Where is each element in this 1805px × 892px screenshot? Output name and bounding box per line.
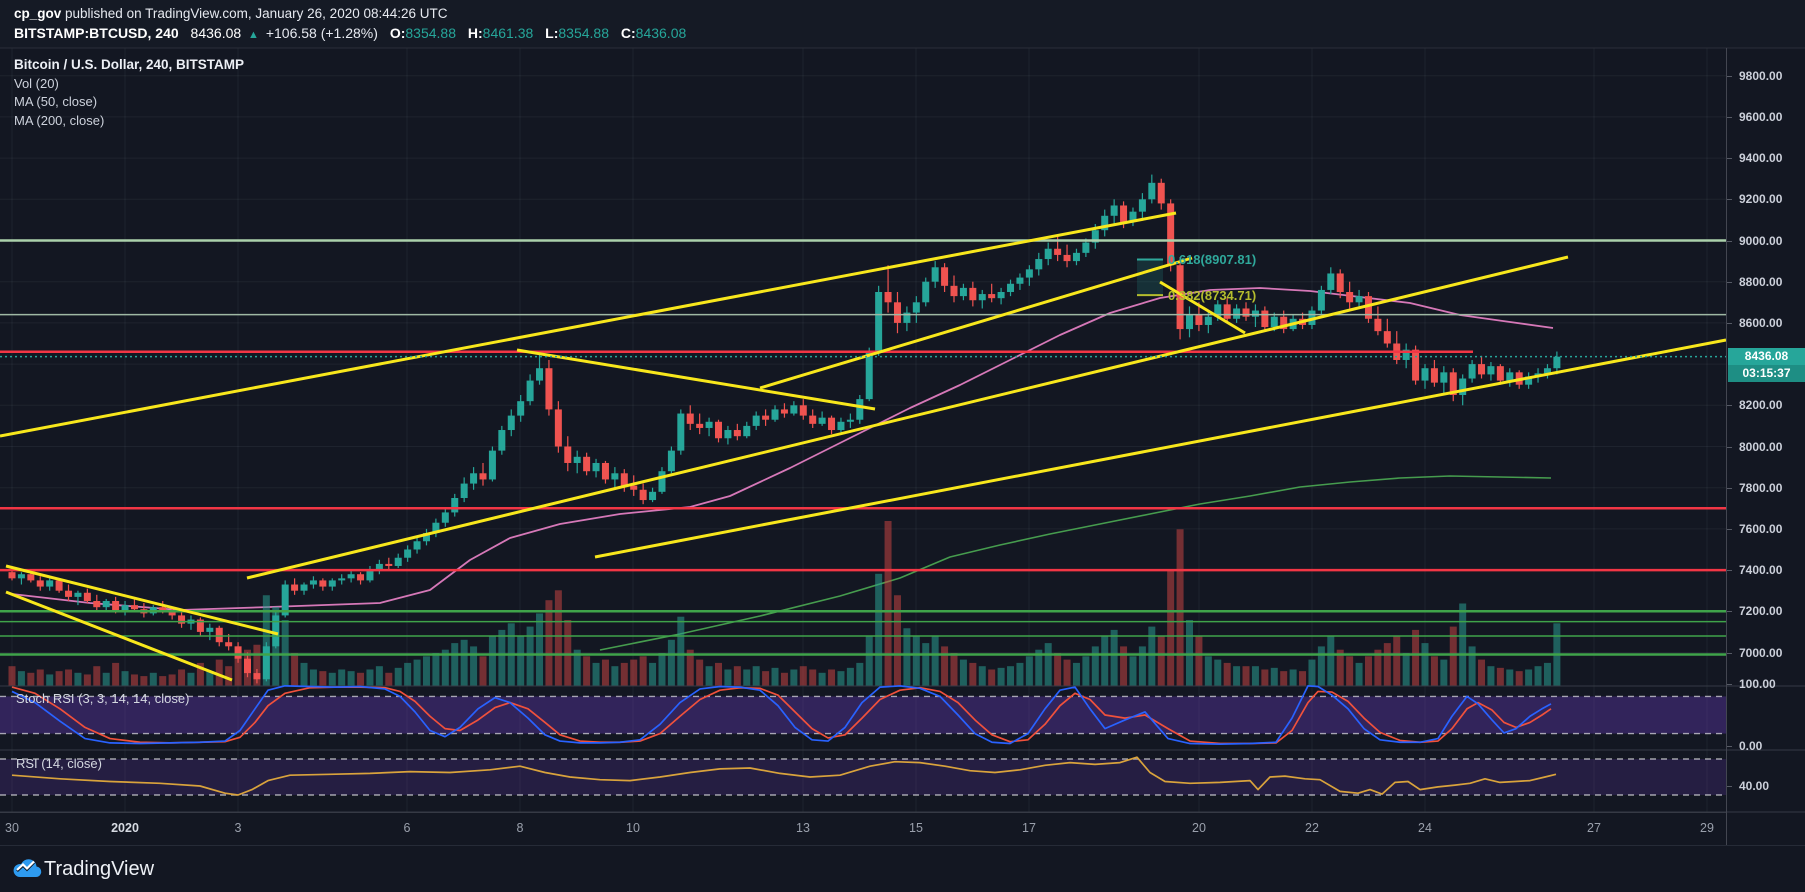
price-axis[interactable]: 9800.00 9600.00 9400.00 9200.00 9000.00 8800.… <box>1726 48 1805 845</box>
price-tick: 9400.00 <box>1739 151 1783 166</box>
price-change: +106.58 (+1.28%) <box>265 25 378 41</box>
tick-mark <box>1727 611 1732 613</box>
price-tick: 8600.00 <box>1739 315 1783 330</box>
chart-legend: Bitcoin / U.S. Dollar, 240, BITSTAMP Vol… <box>14 56 244 130</box>
open-label: O: <box>389 25 406 41</box>
author-name: cp_gov <box>14 6 62 21</box>
close-label: C: <box>620 25 636 41</box>
tick-mark <box>1727 199 1732 201</box>
price-tick: 9200.00 <box>1739 192 1783 207</box>
time-tick: 15 <box>909 821 923 835</box>
tick-mark <box>1727 746 1732 747</box>
tick-mark <box>1727 158 1732 160</box>
time-tick: 20 <box>1192 821 1206 835</box>
brand-name[interactable]: TradingView <box>44 858 155 880</box>
tick-mark <box>1727 322 1732 324</box>
price-tick: 7800.00 <box>1739 480 1783 495</box>
bar-countdown: 03:15:37 <box>1728 364 1805 382</box>
price-tick: 8000.00 <box>1739 439 1783 454</box>
price-tick: 9000.00 <box>1739 233 1783 248</box>
legend-ma200: MA (200, close) <box>14 112 105 128</box>
tick-mark <box>1727 786 1732 787</box>
price-tick: 7400.00 <box>1739 563 1783 578</box>
fib-0618-label: 0.618(8907.81) <box>1168 252 1257 267</box>
tick-mark <box>1727 570 1732 572</box>
high-value: 8461.38 <box>482 25 534 41</box>
time-tick: 29 <box>1700 821 1714 835</box>
time-axis[interactable]: 30 2020 3 6 8 10 13 15 17 20 22 24 27 29 <box>0 812 1726 846</box>
price-tick: 100.00 <box>1739 677 1776 691</box>
time-tick: 13 <box>796 821 810 835</box>
price-tick: 8800.00 <box>1739 274 1783 289</box>
tick-mark <box>1727 684 1732 685</box>
price-tick: 7600.00 <box>1739 521 1783 536</box>
tradingview-logo-icon[interactable] <box>12 857 42 881</box>
footer-bar: TradingView <box>0 845 1805 892</box>
time-tick: 30 <box>5 821 19 835</box>
tick-mark <box>1727 528 1732 530</box>
tick-mark <box>1727 240 1732 242</box>
stoch-rsi-label: Stoch RSI (3, 3, 14, 14, close) <box>16 691 190 706</box>
symbol-ohlc-row: BITSTAMP:BTCUSD, 240 8436.08 ▲ +106.58 (… <box>14 25 686 41</box>
tick-mark <box>1727 405 1732 407</box>
time-tick: 2020 <box>111 821 139 835</box>
open-value: 8354.88 <box>405 25 456 41</box>
time-tick: 6 <box>403 821 411 835</box>
tick-mark <box>1727 652 1732 654</box>
legend-title: Bitcoin / U.S. Dollar, 240, BITSTAMP <box>14 57 245 72</box>
close-value: 8436.08 <box>635 25 687 41</box>
legend-volume: Vol (20) <box>14 75 59 91</box>
tick-mark <box>1727 281 1732 283</box>
price-tick: 40.00 <box>1739 779 1770 793</box>
last-price: 8436.08 <box>190 25 242 41</box>
time-tick: 17 <box>1022 821 1036 835</box>
rsi-label: RSI (14, close) <box>16 756 102 771</box>
low-value: 8354.88 <box>558 25 609 41</box>
price-tick: 8200.00 <box>1739 398 1783 413</box>
price-tick: 7200.00 <box>1739 604 1783 619</box>
fib-0382-label: 0.382(8734.71) <box>1168 288 1257 303</box>
price-tick: 0.00 <box>1739 739 1763 753</box>
tick-mark <box>1727 75 1732 77</box>
price-tick: 9600.00 <box>1739 109 1783 124</box>
publish-header: cp_gov published on TradingView.com, Jan… <box>0 0 1805 48</box>
time-tick: 24 <box>1418 821 1432 835</box>
tick-mark <box>1727 487 1732 489</box>
time-tick: 3 <box>234 821 242 835</box>
symbol-interval: BITSTAMP:BTCUSD, 240 <box>14 25 179 41</box>
time-tick: 8 <box>516 821 524 835</box>
tick-mark <box>1727 116 1732 118</box>
price-tick: 9800.00 <box>1739 68 1783 83</box>
legend-ma50: MA (50, close) <box>14 94 98 109</box>
time-tick: 22 <box>1305 821 1319 835</box>
high-label: H: <box>467 25 483 41</box>
change-up-icon: ▲ <box>248 29 259 41</box>
time-tick: 27 <box>1587 821 1601 835</box>
low-label: L: <box>545 25 559 41</box>
last-price-tag: 8436.08 <box>1728 347 1805 365</box>
price-tick: 7000.00 <box>1739 645 1783 660</box>
tick-mark <box>1727 446 1732 448</box>
publish-info: cp_gov published on TradingView.com, Jan… <box>14 6 448 21</box>
time-tick: 10 <box>626 821 640 835</box>
